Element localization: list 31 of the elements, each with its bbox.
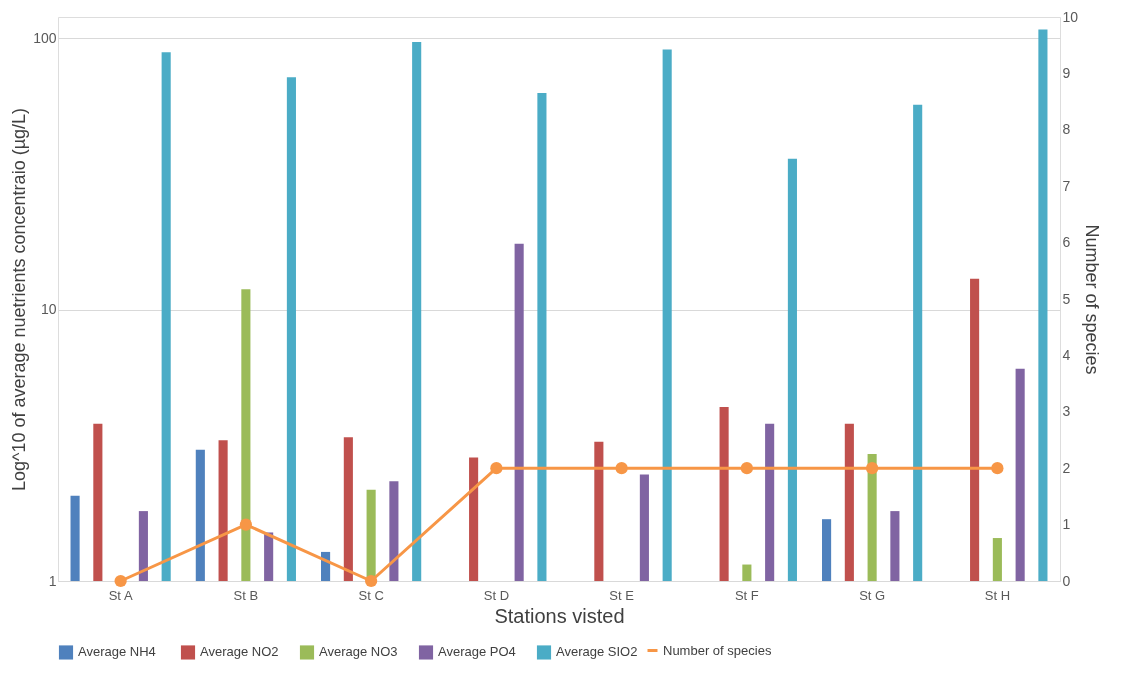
y2-tick-label: 7 [1062, 177, 1071, 194]
y2-tick-label: 3 [1062, 403, 1071, 420]
y2-tick-label: 9 [1062, 64, 1071, 81]
y-tick-label: 1 [48, 572, 57, 589]
x-tick-label: St G [859, 587, 886, 603]
y2-tick-label: 1 [1062, 516, 1071, 533]
y2-tick-label: 5 [1062, 290, 1071, 307]
y2-tick-label: 4 [1062, 346, 1071, 363]
legend-label: Average PO4 [438, 644, 516, 660]
x-tick-label: St A [108, 587, 133, 603]
y2-axis-title: Number of species [1082, 224, 1103, 375]
legend-label: Number of species [663, 642, 772, 658]
x-tick-label: St H [984, 587, 1011, 603]
y2-tick-label: 0 [1062, 572, 1071, 589]
x-tick-label: St D [483, 587, 510, 603]
y2-tick-label: 8 [1062, 121, 1071, 138]
y-axis-title: Log^10 of average nuetrients concentraio (µg/L) [9, 107, 30, 492]
y2-tick-label: 2 [1062, 459, 1071, 476]
y2-tick-label: 6 [1062, 234, 1071, 251]
legend-label: Average SIO2 [556, 644, 638, 660]
legend-label: Average NH4 [78, 644, 156, 660]
y2-tick-label: 10 [1062, 8, 1079, 25]
legend-label: Average NO2 [200, 644, 279, 660]
y-tick-label: 10 [40, 301, 57, 318]
legend-label: Average NO3 [319, 644, 398, 660]
x-tick-label: St C [358, 587, 384, 603]
x-tick-label: St E [609, 587, 635, 603]
x-axis-title: Stations visted [494, 604, 625, 627]
y-tick-label: 100 [33, 29, 57, 46]
x-tick-label: St F [734, 587, 759, 603]
x-tick-label: St B [233, 587, 259, 603]
